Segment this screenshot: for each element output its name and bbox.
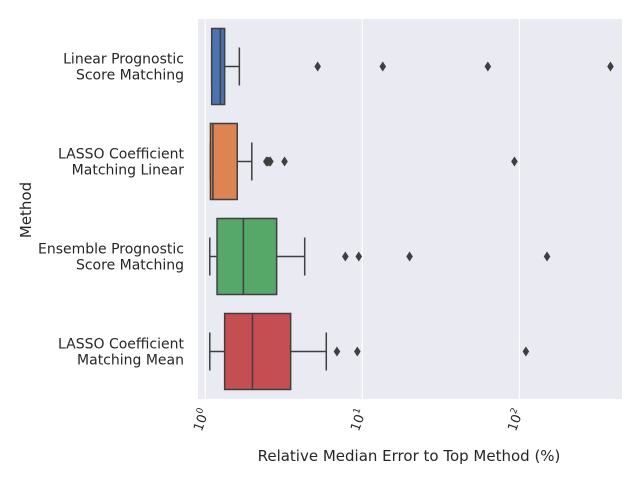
outlier-0-1 [379, 61, 387, 72]
box-2 [216, 217, 278, 296]
x-tick-label-2: 102 [504, 407, 528, 434]
outlier-3-2 [522, 346, 530, 357]
category-label-3: LASSO Coefficient Matching Mean [58, 337, 185, 369]
outlier-1-5 [511, 156, 518, 167]
outlier-0-3 [607, 61, 614, 72]
box-group-0 [210, 27, 614, 106]
x-tick-0: 100 [189, 406, 213, 433]
category-labels: Linear Prognostic Score Matching LASSO Coe… [38, 52, 185, 369]
x-tick-label-0: 100 [189, 406, 213, 433]
outlier-3-1 [354, 346, 361, 357]
box-group-1 [209, 122, 518, 201]
outlier-0-0 [314, 61, 321, 72]
box-3 [223, 312, 292, 391]
outlier-2-3 [543, 251, 551, 262]
outlier-1-4 [281, 156, 288, 167]
x-tick-label-1: 101 [346, 407, 370, 434]
x-tick-2: 102 [504, 407, 528, 434]
category-label-1: LASSO Coefficient Matching Linear [58, 147, 185, 179]
box-group-3 [209, 312, 530, 391]
box-0 [210, 27, 226, 106]
category-label-0: Linear Prognostic Score Matching [63, 52, 184, 84]
x-tick-1: 101 [346, 407, 370, 434]
outlier-0-2 [484, 61, 492, 72]
box-group-2 [209, 217, 551, 296]
y-axis-label: Method [17, 182, 35, 238]
x-axis-label: Relative Median Error to Top Method (%) [258, 447, 561, 465]
category-label-2: Ensemble Prognostic Score Matching [38, 242, 184, 274]
boxes [209, 27, 614, 391]
x-tick-labels: 100 101 102 [189, 406, 528, 434]
outlier-3-0 [333, 346, 341, 357]
outlier-2-1 [355, 251, 363, 262]
outlier-1-3 [267, 156, 274, 167]
box-1 [209, 122, 239, 201]
outlier-2-2 [406, 251, 413, 262]
outlier-2-0 [342, 251, 349, 262]
gridlines [204, 19, 520, 399]
